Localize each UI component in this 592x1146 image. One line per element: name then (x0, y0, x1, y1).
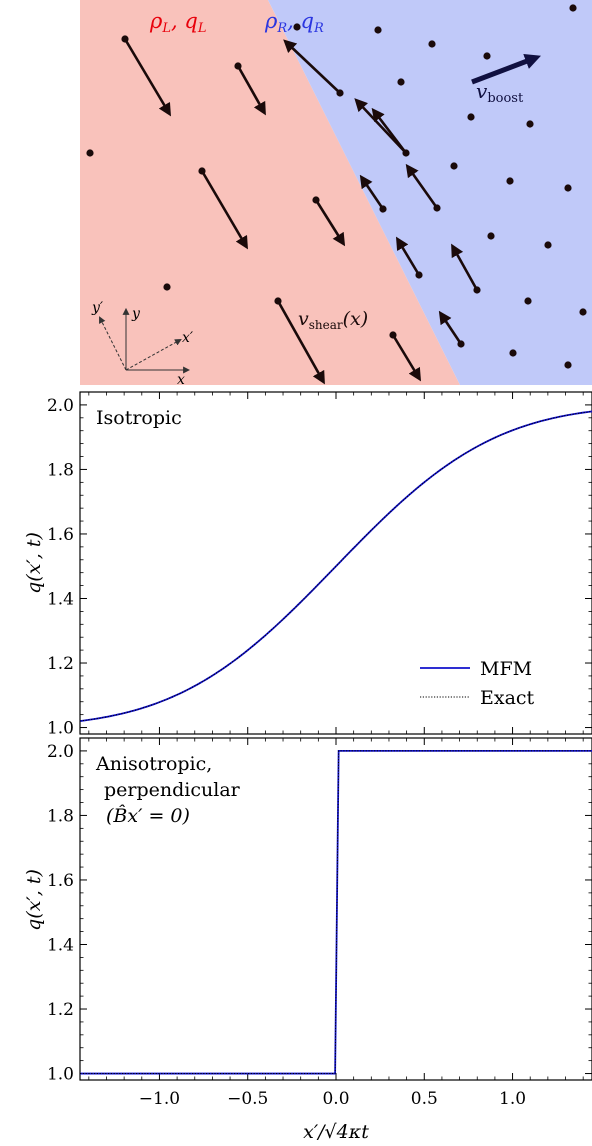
velocity-arrow (314, 199, 346, 247)
panel-label-line3: (B̂x′ = 0) (106, 805, 190, 827)
y-tick-label: 1.8 (47, 460, 74, 480)
right-region-label: ρR, qR (264, 9, 324, 36)
xp-axis-label: x′ (182, 330, 194, 346)
particle (483, 52, 491, 60)
particle (397, 78, 405, 86)
particle (579, 308, 587, 316)
particle (428, 40, 436, 48)
velocity-arrow (405, 163, 439, 209)
series-mfm (79, 410, 592, 722)
y-ticks: 1.0 1.2 1.4 1.6 1.8 2.0 (47, 392, 592, 739)
particle (524, 297, 532, 305)
velocity-arrow (451, 243, 479, 291)
y-axis-title: q(x′, t) (23, 532, 45, 594)
x-tick-label: −1.0 (139, 1089, 180, 1109)
y-tick-label: 1.2 (47, 1000, 74, 1020)
x-tick-label: 1.0 (499, 1089, 526, 1109)
x-tick-label: 0.0 (322, 1089, 349, 1109)
velocity-arrow (276, 300, 325, 385)
left-region (80, 0, 460, 385)
y-tick-label: 1.8 (47, 806, 74, 826)
y-tick-label: 2.0 (47, 742, 74, 762)
series-mfm (80, 750, 592, 1075)
particle (526, 120, 534, 128)
boost-label: vboost (476, 79, 524, 106)
particle (487, 232, 495, 240)
velocity-arrow (123, 38, 171, 117)
velocity-arrow (236, 65, 266, 116)
x-tick-label: −0.5 (227, 1089, 268, 1109)
particle (564, 361, 572, 369)
particle (564, 184, 572, 192)
x-tick-label: 0.5 (411, 1089, 438, 1109)
particle (544, 241, 552, 249)
panel-label: Isotropic (96, 407, 182, 429)
y-tick-label: 1.6 (47, 525, 74, 545)
velocity-arrow (354, 98, 407, 154)
particle (509, 349, 517, 357)
panel-label-line2: perpendicular (104, 779, 241, 801)
y-tick-label: 1.4 (47, 589, 74, 609)
y-tick-label: 1.0 (47, 1065, 74, 1085)
x-axis-title: x′/√4κt (303, 1121, 369, 1143)
boost-arrow (471, 53, 541, 85)
y-tick-label: 1.4 (47, 935, 74, 955)
particle (467, 113, 475, 121)
velocity-arrow (438, 310, 463, 345)
velocity-arrow (200, 170, 248, 250)
particles (86, 4, 587, 385)
xp-axis-arrow (125, 338, 182, 371)
yp-axis-label: y′ (91, 300, 104, 316)
axis-ticks: 1.0 1.2 1.4 1.6 1.8 2.0 −1.0 −0.5 0.0 0.5 1.0 (47, 738, 592, 1109)
right-region (268, 0, 592, 385)
x-axis-label: x (177, 372, 185, 388)
schematic: ρL, qL ρR, qR vboost vshear(x) x y x′ y′ (80, 0, 592, 388)
particle (569, 4, 577, 12)
particle (506, 177, 514, 185)
particle (374, 26, 382, 34)
velocity-arrow (283, 39, 341, 94)
velocity-arrow (391, 334, 422, 382)
particle (86, 149, 94, 157)
plot-frame (79, 391, 592, 735)
panel-isotropic: 1.0 1.2 1.4 1.6 1.8 2.0 Isotropic q(x′, t) MF… (23, 391, 592, 739)
y-tick-label: 2.0 (47, 396, 74, 416)
y-axis-title: q(x′, t) (23, 869, 45, 931)
panel-label-line1: Anisotropic, (95, 753, 212, 775)
y-tick-label: 1.6 (47, 871, 74, 891)
legend-exact-label: Exact (480, 687, 535, 709)
particle (163, 283, 171, 291)
panel-anisotropic: 1.0 1.2 1.4 1.6 1.8 2.0 −1.0 −0.5 0.0 0.5 1.0 Anis… (23, 737, 592, 1143)
velocity-arrow (395, 236, 421, 276)
shear-label: vshear(x) (298, 308, 368, 332)
left-region-label: ρL, qL (149, 9, 206, 36)
y-axis-label: y (131, 306, 141, 322)
velocity-arrow (359, 174, 385, 210)
y-tick-label: 1.2 (47, 654, 74, 674)
particle (450, 162, 458, 170)
legend-mfm-label: MFM (480, 658, 532, 680)
legend: MFM Exact (420, 658, 535, 709)
coordinate-axes (99, 307, 191, 374)
y-tick-label: 1.0 (47, 719, 74, 739)
particle (293, 23, 301, 31)
